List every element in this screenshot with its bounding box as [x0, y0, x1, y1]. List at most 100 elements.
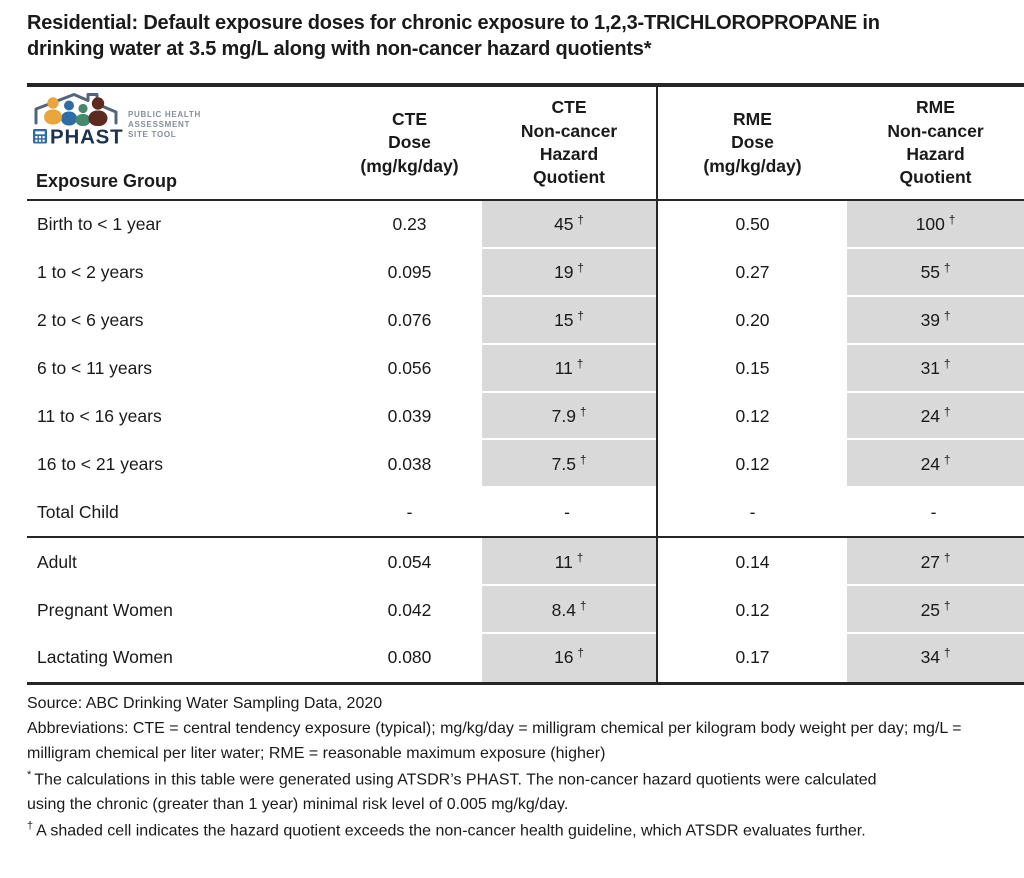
rme-hazard-quotient-cell: 27 †	[847, 538, 1024, 587]
exposure-group-cell: Lactating Women	[27, 634, 337, 685]
dagger-marker: †	[944, 407, 951, 419]
title-line-1: Residential: Default exposure doses for …	[27, 12, 880, 34]
rme-hazard-quotient-cell: 25 †	[847, 586, 1024, 635]
exposure-group-cell: 1 to < 2 years	[37, 262, 144, 283]
phast-logo: PHAST PUBLIC HEALTH ASSESSMENT SITE TOOL	[29, 92, 211, 153]
rme-dose-cell: 0.17	[658, 634, 847, 685]
rme-hazard-quotient-cell: 24 †	[847, 440, 1024, 489]
rme-dose-cell: -	[658, 488, 847, 539]
dagger-marker: †	[944, 359, 951, 372]
rme-dose-cell: 0.27	[735, 262, 770, 283]
cte-dose-cell: 0.23	[392, 214, 427, 235]
rme-dose-cell: 0.12	[735, 406, 770, 426]
exposure-group-cell: 11 to < 16 years	[37, 406, 162, 426]
cte-hazard-quotient-cell: 11 †	[482, 538, 658, 587]
column-header-rme-dose: RME Dose (mg/kg/day)	[658, 87, 847, 201]
rme-dose-cell: 0.20	[735, 310, 770, 331]
rme-hazard-quotient-cell: -	[847, 488, 1024, 539]
dagger-marker: †	[577, 648, 584, 661]
dagger-marker: †	[944, 552, 951, 565]
rme-hazard-quotient-cell: 100 †	[847, 201, 1024, 249]
dagger-marker: †	[579, 407, 587, 419]
dagger-marker: †	[948, 215, 956, 228]
dagger-marker: †	[944, 600, 951, 613]
cte-hazard-quotient-cell: 19 †	[482, 248, 658, 297]
table-body: Birth to < 1 year 0.23 45 † 0.50 100 † 1 t…	[27, 201, 1024, 685]
dagger-marker: †	[579, 454, 587, 467]
cte-hazard-quotient-cell: 15 †	[482, 296, 658, 345]
dagger-marker: †	[576, 552, 584, 565]
dagger-marker: †	[944, 263, 951, 276]
people-icon	[44, 97, 108, 126]
dagger-symbol: †	[27, 820, 34, 832]
footnotes: Source: ABC Drinking Water Sampling Data…	[27, 692, 1015, 844]
table-row: 11 to < 16 years 0.039 7.9 † 0.12 24 †	[27, 392, 1024, 441]
rme-hazard-quotient-cell: 55 †	[847, 248, 1024, 297]
cte-dose-cell: 0.039	[387, 406, 432, 426]
asterisk-note: * The calculations in this table were gen…	[27, 768, 877, 814]
header-row: PHAST PUBLIC HEALTH ASSESSMENT SITE TOOL…	[27, 87, 1024, 201]
table-row: Total Child - - - -	[27, 488, 1024, 539]
table-row: 16 to < 21 years 0.038 7.5 † 0.12 24 †	[27, 440, 1024, 489]
table-row: 6 to < 11 years 0.056 11 † 0.15 31 †	[27, 344, 1024, 393]
logo-tagline-line2: ASSESSMENT	[128, 120, 190, 129]
table-row: Pregnant Women 0.042 8.4 † 0.12 25 †	[27, 586, 1024, 635]
rme-dose-cell: 0.12	[735, 453, 770, 474]
exposure-dose-table: PHAST PUBLIC HEALTH ASSESSMENT SITE TOOL…	[27, 83, 1024, 685]
phast-logo-wordmark: PHAST	[50, 126, 123, 149]
rme-dose-cell: 0.14	[735, 551, 770, 572]
dagger-marker: †	[576, 359, 584, 372]
exposure-group-header-cell: PHAST PUBLIC HEALTH ASSESSMENT SITE TOOL…	[27, 87, 337, 201]
table-row: Adult 0.054 11 † 0.14 27 †	[27, 538, 1024, 587]
exposure-group-cell: Adult	[37, 551, 77, 572]
dagger-marker: †	[579, 600, 587, 613]
exposure-group-cell: 2 to < 6 years	[37, 310, 144, 331]
table-row: Lactating Women 0.080 16 † 0.17 34 †	[27, 634, 1024, 685]
cte-dose-cell: -	[337, 488, 482, 539]
cte-dose-cell: 0.080	[337, 634, 482, 685]
title-line-2: drinking water at 3.5 mg/L along with no…	[27, 38, 652, 60]
table-row: 2 to < 6 years 0.076 15 † 0.20 39 †	[27, 296, 1024, 345]
rme-hazard-quotient-cell: 34 †	[847, 634, 1024, 685]
column-header-cte-hazard-quotient: CTE Non-cancer Hazard Quotient	[482, 87, 658, 201]
exposure-group-cell: Total Child	[27, 488, 337, 539]
dagger-marker: †	[944, 648, 951, 661]
column-header-cte-dose: CTE Dose (mg/kg/day)	[337, 87, 482, 201]
logo-tagline-line1: PUBLIC HEALTH	[128, 110, 201, 119]
exposure-group-cell: Birth to < 1 year	[37, 214, 162, 235]
dagger-marker: †	[577, 311, 584, 324]
page: Residential: Default exposure doses for …	[27, 10, 1024, 844]
rme-dose-cell: 0.12	[735, 599, 770, 620]
cte-dose-cell: 0.038	[387, 453, 432, 474]
cte-hazard-quotient-cell: 16 †	[482, 634, 658, 685]
table-title: Residential: Default exposure doses for …	[27, 10, 1017, 62]
rme-hazard-quotient-cell: 39 †	[847, 296, 1024, 345]
cte-hazard-quotient-cell: 11 †	[482, 344, 658, 393]
rme-hazard-quotient-cell: 31 †	[847, 344, 1024, 393]
exposure-group-cell: 16 to < 21 years	[37, 453, 163, 474]
rme-dose-cell: 0.15	[735, 358, 770, 379]
table-row: 1 to < 2 years 0.095 19 † 0.27 55 †	[27, 248, 1024, 297]
rme-dose-cell: 0.50	[735, 214, 770, 235]
dagger-marker: †	[944, 454, 951, 467]
column-header-rme-hazard-quotient: RME Non-cancer Hazard Quotient	[847, 87, 1024, 201]
cte-hazard-quotient-cell: 45 †	[482, 201, 658, 249]
cte-hazard-quotient-cell: 7.9 †	[482, 392, 658, 441]
cte-dose-cell: 0.095	[387, 262, 432, 283]
source-note: Source: ABC Drinking Water Sampling Data…	[27, 694, 383, 712]
exposure-group-cell: 6 to < 11 years	[37, 358, 152, 379]
column-header-exposure-group: Exposure Group	[36, 171, 178, 191]
abbreviations-note: Abbreviations: CTE = central tendency ex…	[27, 719, 962, 762]
cte-dose-cell: 0.054	[387, 551, 432, 572]
cte-hazard-quotient-cell: 7.5 †	[482, 440, 658, 489]
table-row: Birth to < 1 year 0.23 45 † 0.50 100 †	[27, 201, 1024, 249]
cte-hazard-quotient-cell: -	[482, 488, 658, 539]
rme-hazard-quotient-cell: 24 †	[847, 392, 1024, 441]
cte-dose-cell: 0.056	[387, 358, 432, 379]
dagger-marker: †	[577, 215, 584, 228]
cte-dose-cell: 0.042	[387, 599, 432, 620]
cte-dose-cell: 0.076	[387, 310, 432, 331]
calculator-icon	[33, 129, 47, 144]
asterisk-symbol: *	[27, 768, 32, 781]
dagger-note: † A shaded cell indicates the hazard quot…	[27, 820, 866, 840]
